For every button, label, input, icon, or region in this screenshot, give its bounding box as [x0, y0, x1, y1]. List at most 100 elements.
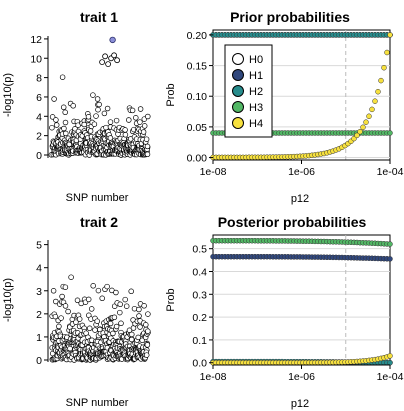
snp-point [145, 311, 151, 317]
y-axis-ticks: 0 1 2 3 4 5 [36, 240, 48, 367]
series-point-h4 [357, 128, 363, 135]
snp-point [62, 303, 69, 309]
y-tick-label: 3 [36, 286, 42, 298]
snp-point [122, 127, 128, 133]
snp-point [111, 314, 118, 321]
legend-swatch-h4 [232, 117, 244, 129]
data-points [48, 36, 151, 158]
snp-point [102, 53, 108, 60]
snp-point [122, 132, 129, 138]
y-tick-label: 0.05 [187, 122, 208, 134]
snp-point [49, 114, 56, 120]
series-point-h3 [387, 241, 393, 247]
y-tick-label: 0.20 [187, 30, 208, 42]
manhattan-plot-trait2: trait 2 0 1 2 3 4 5 -log10(p) SNP number [2, 214, 151, 409]
snp-point [133, 115, 139, 121]
snp-point [143, 352, 150, 358]
snp-point [51, 96, 57, 102]
snp-point [105, 61, 111, 67]
legend-label: H0 [249, 54, 263, 66]
snp-point [74, 297, 81, 304]
x-tick-label: 1e-04 [377, 166, 404, 178]
snp-point [93, 113, 99, 119]
snp-point [59, 293, 65, 300]
x-axis-ticks: 1e-08 1e-06 1e-04 [200, 364, 404, 383]
snp-point [129, 107, 136, 114]
y-axis-label: Prob [165, 288, 177, 311]
snp-point [95, 106, 101, 113]
snp-point [63, 130, 69, 137]
series-point-h4 [354, 132, 360, 139]
data-points [49, 274, 151, 363]
snp-point [53, 298, 59, 305]
snp-point [90, 283, 96, 289]
snp-point [67, 345, 73, 352]
snp-point [99, 59, 105, 65]
snp-point [113, 323, 120, 330]
snp-point [111, 52, 117, 59]
snp-point [123, 303, 130, 309]
legend: H0 H1 H2 H3 H4 [224, 44, 273, 138]
snp-point [62, 284, 69, 290]
series-point-h4 [360, 124, 366, 131]
snp-point [49, 124, 55, 131]
y-tick-label: 0.2 [192, 312, 207, 324]
snp-point [58, 315, 64, 321]
snp-point [68, 274, 74, 280]
grid [213, 248, 390, 364]
snp-point [144, 151, 151, 158]
y-tick-label: 12 [30, 34, 42, 46]
snp-point [86, 325, 93, 332]
snp-point [96, 101, 102, 108]
snp-point [113, 117, 120, 124]
snp-point [110, 330, 116, 337]
y-tick-label: 0.3 [192, 289, 207, 301]
y-axis-label: -log10(p) [2, 278, 14, 322]
snp-point [101, 110, 108, 117]
x-axis-ticks: 1e-08 1e-06 1e-04 [200, 159, 404, 178]
snp-point [56, 323, 62, 330]
y-tick-label: 2 [36, 309, 42, 321]
snp-point [95, 287, 102, 294]
y-tick-label: 4 [36, 263, 42, 275]
snp-point [126, 117, 132, 123]
y-tick-label: 0.5 [192, 244, 207, 256]
y-tick-label: 0 [36, 355, 42, 367]
chart-title: trait 1 [80, 9, 118, 25]
snp-point [136, 306, 142, 313]
legend-label: H2 [249, 86, 263, 98]
snp-point [129, 331, 135, 338]
y-tick-label: 0.0 [192, 358, 207, 370]
series-point-h3 [387, 130, 393, 136]
snp-point [114, 57, 120, 64]
snp-point [137, 119, 143, 125]
snp-point [59, 74, 66, 80]
x-tick-label: 1e-08 [200, 371, 227, 383]
series-point-h2 [387, 359, 393, 366]
snp-point [107, 320, 114, 327]
snp-point [122, 296, 128, 303]
snp-point [88, 306, 95, 312]
y-tick-label: 0.4 [192, 266, 207, 278]
snp-point [62, 109, 68, 116]
snp-point [141, 303, 147, 309]
snp-point [118, 320, 124, 327]
snp-point [137, 324, 143, 330]
series-point-h4 [369, 106, 375, 113]
snp-point [107, 119, 114, 125]
snp-point [70, 103, 76, 109]
snp-point [136, 313, 142, 319]
snp-point [113, 289, 119, 296]
snp-point [128, 288, 134, 295]
y-tick-label: 0 [36, 150, 42, 162]
snp-point [143, 136, 150, 142]
snp-point [135, 334, 141, 341]
y-axis-ticks: 0.00 0.05 0.10 0.15 0.20 [187, 30, 213, 165]
y-tick-label: 5 [36, 240, 42, 252]
y-tick-label: 2 [36, 131, 42, 143]
series-point-h4 [372, 98, 378, 104]
x-tick-label: 1e-06 [288, 371, 315, 383]
legend-swatch-h1 [232, 69, 244, 81]
snp-point [87, 128, 94, 134]
